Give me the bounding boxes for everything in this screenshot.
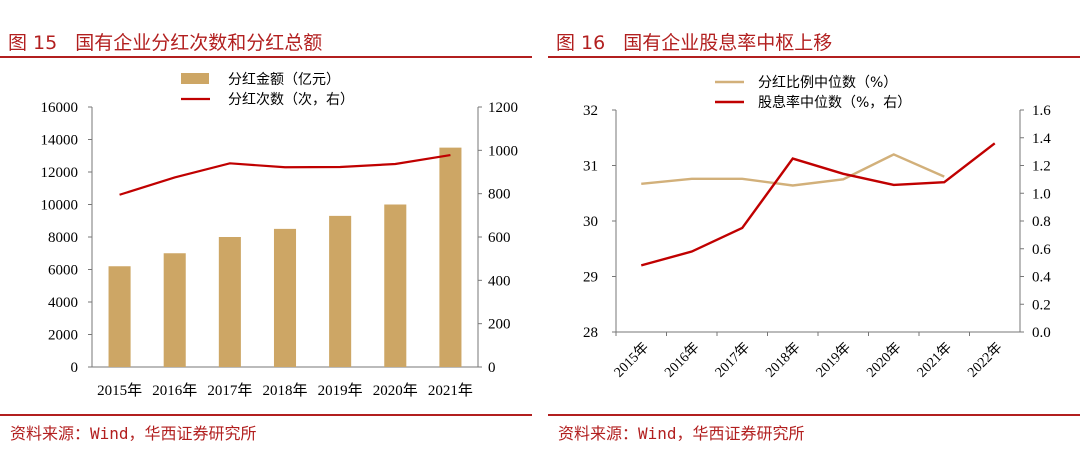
left-tick-label: 16000 <box>41 100 79 116</box>
x-tick-label: 2021年 <box>428 382 473 399</box>
right-tick-label: 200 <box>488 317 511 333</box>
bar <box>329 215 352 367</box>
left-tick-label: 0 <box>71 360 79 376</box>
count-line <box>119 154 451 196</box>
right-tick-label: 800 <box>488 187 511 203</box>
legend-red-label: 股息率中位数（%，右） <box>758 94 911 111</box>
dividend-yield-chart: 28 29 30 31 32 0.0 0.2 0.4 0.6 0.8 1.0 1.2 1.4 1.6 201… <box>583 75 1051 381</box>
right-tick-label: 1000 <box>488 143 518 159</box>
x-tick-label: 2019年 <box>813 340 854 381</box>
figure-16-panel: 图 16 国有企业股息率中枢上移 28 29 30 31 32 0.0 0.2 0.4 0.6 0.… <box>548 0 1080 453</box>
title-rule <box>548 56 1080 58</box>
left-tick-label: 6000 <box>48 263 78 279</box>
bar <box>163 253 186 367</box>
left-tick-label: 10000 <box>41 198 79 214</box>
left-tick-label: 32 <box>583 103 598 119</box>
left-tick-label: 28 <box>583 325 598 341</box>
right-tick-label: 0.6 <box>1032 242 1051 258</box>
left-tick-label: 29 <box>583 270 598 286</box>
payout-ratio-line <box>641 153 945 187</box>
figure-15-number: 图 15 <box>8 32 58 54</box>
x-tick-label: 2016年 <box>152 382 197 399</box>
right-tick-label: 0.0 <box>1032 325 1051 341</box>
x-tick-label: 2017年 <box>712 340 753 381</box>
x-tick-label: 2022年 <box>965 340 1006 381</box>
left-tick-label: 14000 <box>41 133 79 149</box>
left-tick-label: 2000 <box>48 328 78 344</box>
x-tick-label: 2020年 <box>864 340 905 381</box>
left-tick-label: 31 <box>583 159 598 175</box>
left-tick-label: 12000 <box>41 165 79 181</box>
bar <box>439 147 462 367</box>
right-tick-label: 1.2 <box>1032 159 1051 175</box>
legend-line-label: 分红次数（次，右） <box>228 92 354 108</box>
figure-16-number: 图 16 <box>556 32 606 54</box>
figure-16-title: 图 16 国有企业股息率中枢上移 <box>556 28 832 55</box>
bar <box>108 266 131 367</box>
figure-15-source: 资料来源：Wind，华西证券研究所 <box>10 424 257 443</box>
left-tick-label: 30 <box>583 214 598 230</box>
x-tick-label: 2019年 <box>318 382 363 399</box>
source-rule <box>548 414 1080 416</box>
legend-bar-swatch <box>181 73 209 84</box>
figure-16-title-text: 国有企业股息率中枢上移 <box>623 32 833 54</box>
right-tick-label: 1.4 <box>1032 131 1051 147</box>
legend-tan-label: 分红比例中位数（%） <box>758 75 897 91</box>
source-rule <box>0 414 532 416</box>
title-rule <box>0 56 532 58</box>
figure-15-panel: 图 15 国有企业分红次数和分红总额 0 2000 4000 6000 8000 10000… <box>0 0 532 453</box>
x-tick-label: 2020年 <box>373 382 418 399</box>
right-tick-label: 1.0 <box>1032 186 1051 202</box>
right-tick-label: 1.6 <box>1032 103 1051 119</box>
x-tick-label: 2016年 <box>662 340 703 381</box>
right-tick-label: 0.8 <box>1032 214 1051 230</box>
right-tick-label: 0.4 <box>1032 270 1051 286</box>
dividend-yield-line <box>640 142 996 267</box>
right-tick-label: 600 <box>488 230 511 246</box>
x-tick-label: 2015年 <box>97 382 142 399</box>
bar <box>384 204 407 367</box>
right-tick-label: 1200 <box>488 100 518 116</box>
x-tick-label: 2017年 <box>207 382 252 399</box>
dividend-chart: 0 2000 4000 6000 8000 10000 12000 14000 16000 0 20… <box>41 72 519 399</box>
figure-15-title-text: 国有企业分红次数和分红总额 <box>75 32 323 54</box>
x-tick-label: 2018年 <box>262 382 307 399</box>
bar <box>218 237 241 367</box>
x-tick-label: 2018年 <box>763 340 804 381</box>
figure-16-source: 资料来源：Wind，华西证券研究所 <box>558 424 805 443</box>
right-tick-label: 0.2 <box>1032 297 1051 313</box>
figure-15-title: 图 15 国有企业分红次数和分红总额 <box>8 28 322 55</box>
x-tick-label: 2021年 <box>914 340 955 381</box>
bar <box>273 228 297 367</box>
x-tick-label: 2015年 <box>611 340 652 381</box>
right-tick-label: 0 <box>488 360 496 376</box>
left-tick-label: 8000 <box>48 230 78 246</box>
right-tick-label: 400 <box>488 273 511 289</box>
legend-bar-label: 分红金额（亿元） <box>228 72 340 88</box>
left-tick-label: 4000 <box>48 295 78 311</box>
